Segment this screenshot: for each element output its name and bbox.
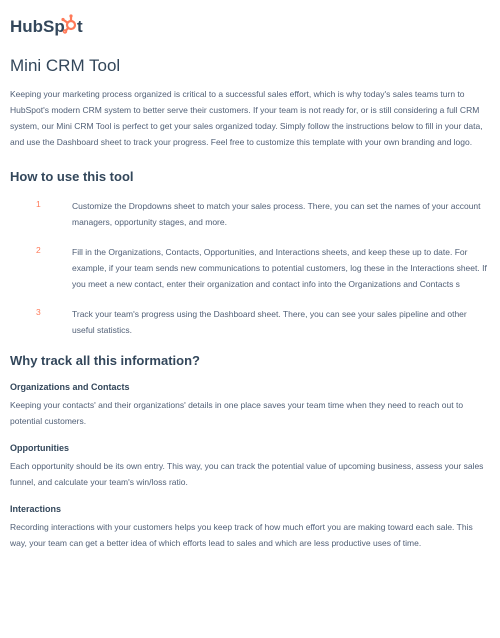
step-item: 2 Fill in the Organizations, Contacts, O… [36, 244, 490, 292]
step-number: 1 [36, 198, 72, 230]
subsection: Opportunities Each opportunity should be… [10, 443, 490, 490]
subsection-text: Keeping your contacts' and their organiz… [10, 397, 490, 429]
step-text: Customize the Dropdowns sheet to match y… [72, 198, 490, 230]
steps-list: 1 Customize the Dropdowns sheet to match… [36, 198, 490, 339]
subsection: Organizations and Contacts Keeping your … [10, 382, 490, 429]
step-item: 1 Customize the Dropdowns sheet to match… [36, 198, 490, 230]
page-title: Mini CRM Tool [10, 56, 490, 76]
subsection-text: Each opportunity should be its own entry… [10, 458, 490, 490]
svg-text:HubSp: HubSp [10, 17, 65, 36]
subsection-title: Opportunities [10, 443, 490, 453]
subsection: Interactions Recording interactions with… [10, 504, 490, 551]
subsection-text: Recording interactions with your custome… [10, 519, 490, 551]
step-item: 3 Track your team's progress using the D… [36, 306, 490, 338]
subsection-title: Organizations and Contacts [10, 382, 490, 392]
svg-text:t: t [77, 17, 83, 36]
step-number: 2 [36, 244, 72, 292]
why-heading: Why track all this information? [10, 353, 490, 368]
how-to-heading: How to use this tool [10, 169, 490, 184]
step-text: Fill in the Organizations, Contacts, Opp… [72, 244, 490, 292]
intro-paragraph: Keeping your marketing process organized… [10, 86, 490, 151]
step-text: Track your team's progress using the Das… [72, 306, 490, 338]
hubspot-logo: HubSp t [10, 14, 490, 38]
subsection-title: Interactions [10, 504, 490, 514]
step-number: 3 [36, 306, 72, 338]
